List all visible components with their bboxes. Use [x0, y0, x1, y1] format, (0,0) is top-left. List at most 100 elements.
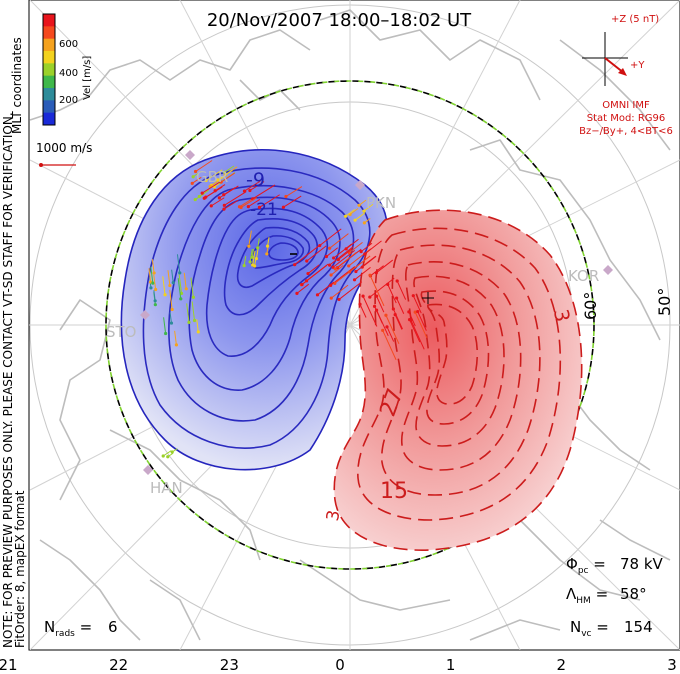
velocity-vector-tail — [153, 274, 157, 290]
velocity-vector-tail — [243, 255, 247, 266]
velocity-vector-dot — [190, 181, 194, 185]
mlt-tick-label: 22 — [109, 656, 128, 674]
velocity-vector-dot — [343, 214, 348, 218]
velocity-vector-tail — [332, 249, 356, 268]
colorbar-label: Vel [m/s] — [82, 56, 93, 100]
station-label-pkn: PKN — [366, 194, 396, 212]
velocity-vector-tail — [354, 212, 366, 221]
velocity-vector-dot — [306, 271, 310, 276]
velocity-vector-dot — [168, 283, 172, 288]
velocity-vector-tail — [252, 184, 276, 200]
velocity-vector-dot — [385, 325, 389, 329]
preview-notice: NOTE: FOR PREVIEW PURPOSES ONLY. PLEASE … — [1, 112, 15, 648]
velocity-vector-tail — [364, 240, 382, 255]
velocity-vector-tail — [191, 301, 196, 321]
contour-label-pos-3b: 3 — [323, 509, 345, 523]
imf-stat-model: Stat Mod: RG96 — [587, 113, 666, 124]
velocity-vector-dot — [153, 303, 157, 307]
velocity-vector-tail — [248, 230, 252, 247]
velocity-vector-dot — [178, 271, 182, 275]
velocity-vector-dot — [222, 207, 226, 211]
phi-pc-value: 78 kV — [620, 555, 664, 573]
velocity-vector-dot — [358, 302, 362, 306]
colorbar-outline — [42, 13, 56, 126]
n-rads-value: 6 — [108, 618, 118, 636]
velocity-vector-dot — [352, 278, 357, 282]
velocity-vector-tail — [330, 265, 344, 276]
velocity-vector-dot — [327, 263, 332, 267]
velocity-vector-dot — [329, 296, 333, 300]
velocity-vector-tail — [306, 245, 327, 262]
velocity-vector-dot — [204, 195, 208, 199]
velocity-vector-dot — [363, 252, 367, 256]
velocity-vector-dot — [209, 204, 213, 208]
velocity-vector-tail — [167, 270, 171, 286]
imf-y-label: +Y — [630, 60, 645, 71]
velocity-vector-tail — [285, 186, 303, 197]
station-label-kor: KOR — [568, 267, 599, 285]
velocity-vector-dot — [357, 203, 361, 207]
mlt-tick-label: 3 — [667, 656, 677, 674]
colorbar-block — [43, 51, 55, 64]
velocity-vector-tail — [191, 176, 202, 184]
velocity-vector-tail — [409, 319, 421, 343]
velocity-vector-dot — [187, 320, 191, 324]
mlt-tick-label: 2 — [557, 656, 567, 674]
velocity-vector-dot — [359, 250, 363, 254]
contour-label-neg-9: -9 — [246, 169, 265, 191]
latitude-label-50: 50° — [655, 288, 674, 316]
velocity-vector-tail — [329, 233, 349, 249]
n-vc-value: 154 — [624, 618, 653, 636]
station-label-gbr: GBR — [196, 168, 228, 186]
positive-potential-cell — [333, 209, 583, 551]
velocity-vector-tail — [183, 272, 187, 289]
velocity-vector-tail — [252, 250, 256, 266]
velocity-vector-dot — [265, 244, 270, 248]
velocity-vector-dot — [222, 170, 227, 174]
velocity-vector-tail — [177, 278, 182, 299]
velocity-vector-dot — [374, 294, 379, 298]
velocity-vector-tail — [178, 271, 183, 294]
velocity-vector-dot — [336, 258, 340, 262]
velocity-vector-tail — [376, 295, 385, 313]
velocity-vector-tail — [259, 194, 280, 208]
velocity-vector-tail — [417, 311, 427, 331]
velocity-vector-dot — [300, 282, 304, 287]
velocity-vector-dot — [242, 189, 247, 193]
contour-label-pos-15: 15 — [380, 479, 408, 504]
mlt-axis: 21 22 23 0 1 2 3 — [0, 656, 677, 674]
velocity-vector-tail — [396, 297, 405, 314]
velocity-vector-tail — [376, 259, 394, 274]
colorbar-block — [43, 38, 55, 52]
velocity-vector-tail — [205, 188, 220, 198]
velocity-vector-tail — [354, 266, 371, 281]
velocity-vector-tail — [162, 450, 172, 457]
velocity-vector-dot — [305, 259, 309, 263]
velocity-vector-dot — [217, 196, 221, 200]
velocity-vector-tail — [169, 289, 173, 310]
velocity-vector-tail — [171, 269, 174, 283]
velocity-vector-tail — [414, 311, 428, 339]
velocity-vector-tail — [394, 314, 403, 330]
velocity-vector-dot — [393, 313, 397, 317]
velocity-vector-tail — [410, 319, 425, 350]
velocity-vector-tail — [330, 284, 349, 299]
velocity-vector-tail — [151, 259, 155, 274]
velocity-vector-dot — [353, 218, 357, 222]
velocity-vector-dot — [191, 175, 195, 179]
velocity-vector-tail — [369, 277, 395, 298]
velocity-vector-tail — [334, 251, 357, 270]
velocity-vector-tail — [362, 295, 378, 327]
velocity-vector-dot — [315, 293, 320, 297]
velocity-vector-tail — [174, 330, 177, 345]
n-vc-symbol: Nvc = — [570, 618, 609, 639]
velocity-vector-tail — [190, 277, 194, 298]
chart-title: 20/Nov/2007 18:00–18:02 UT — [207, 10, 472, 31]
velocity-vector-tail — [223, 199, 239, 210]
velocity-vector-tail — [412, 295, 422, 314]
station-label-han: HAN — [150, 479, 183, 497]
imf-condition: Bz−/By+, 4<BT<6 — [579, 126, 673, 137]
velocity-vector-dot — [192, 318, 197, 323]
velocity-vector-dot — [164, 331, 168, 336]
lambda-hm-value: 58° — [620, 585, 647, 603]
